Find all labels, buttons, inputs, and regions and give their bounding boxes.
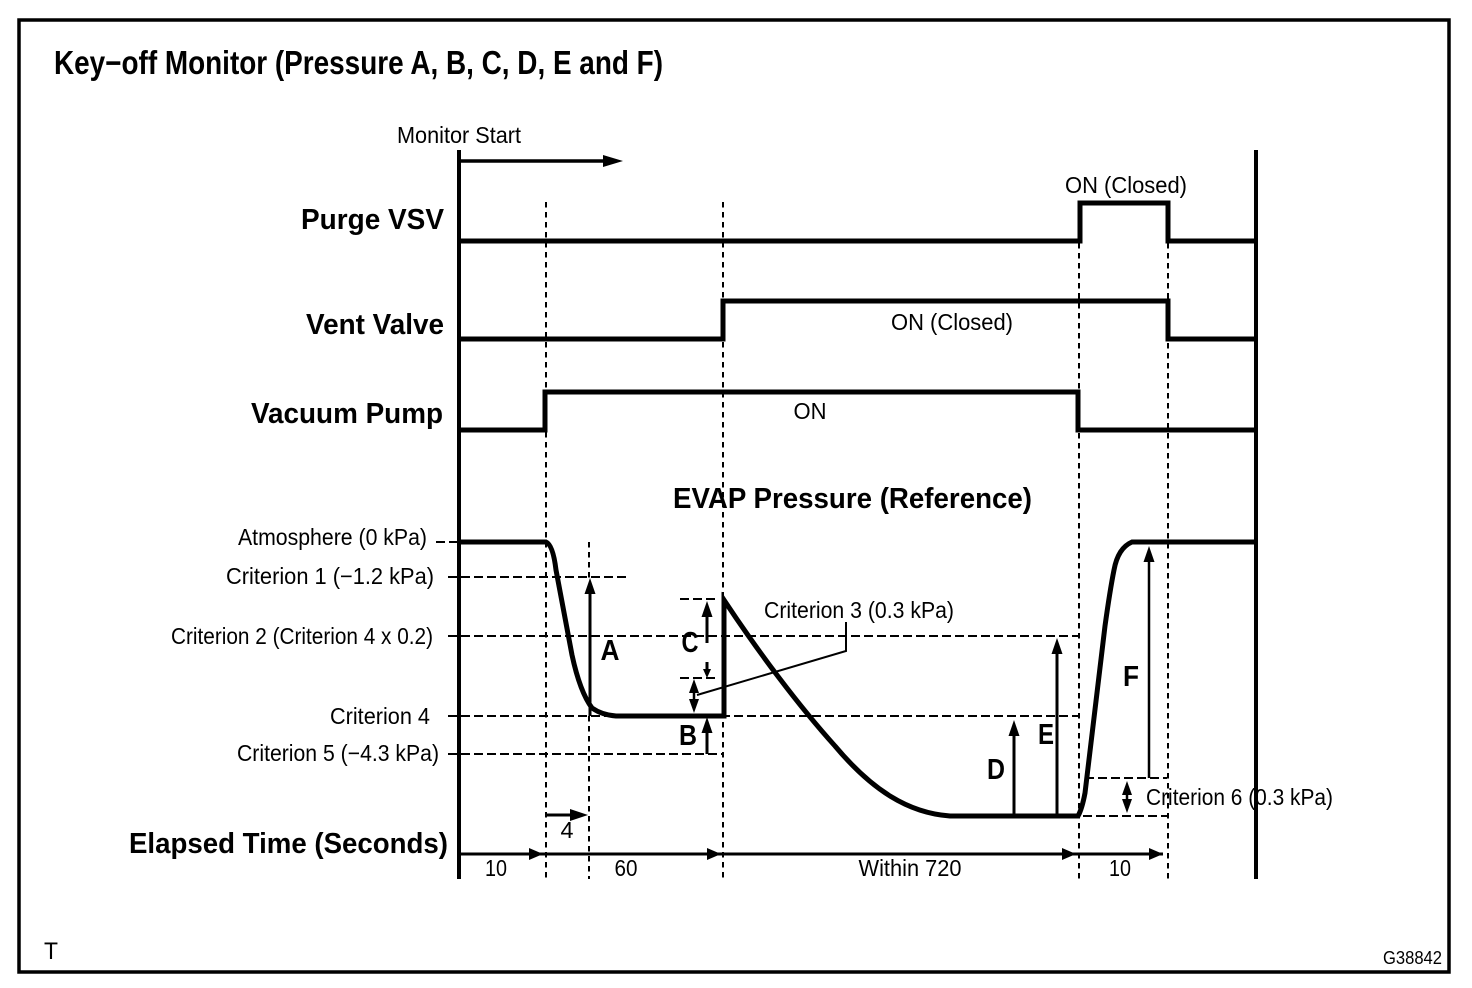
svg-text:Criterion 3 (0.3 kPa): Criterion 3 (0.3 kPa): [764, 597, 954, 623]
svg-text:EVAP Pressure (Reference): EVAP Pressure (Reference): [673, 483, 1032, 515]
svg-text:Monitor Start: Monitor Start: [397, 122, 522, 148]
svg-text:T: T: [44, 938, 58, 965]
svg-text:ON (Closed): ON (Closed): [1065, 172, 1187, 198]
svg-text:ON (Closed): ON (Closed): [891, 309, 1013, 335]
svg-text:Elapsed Time (Seconds): Elapsed Time (Seconds): [129, 828, 448, 860]
svg-text:Vacuum Pump: Vacuum Pump: [251, 398, 443, 430]
svg-text:Criterion 5 (−4.3 kPa): Criterion 5 (−4.3 kPa): [237, 740, 439, 766]
svg-text:Criterion 6 (0.3 kPa): Criterion 6 (0.3 kPa): [1146, 784, 1333, 810]
svg-text:E: E: [1038, 719, 1054, 751]
svg-text:B: B: [679, 720, 697, 752]
svg-text:F: F: [1123, 661, 1139, 693]
svg-text:10: 10: [485, 855, 507, 881]
svg-text:4: 4: [561, 817, 574, 843]
svg-text:G38842: G38842: [1383, 948, 1442, 968]
svg-text:Criterion 2 (Criterion 4 x 0.2: Criterion 2 (Criterion 4 x 0.2): [171, 623, 433, 649]
svg-text:ON: ON: [794, 398, 827, 424]
svg-text:Key−off Monitor (Pressure A, B: Key−off Monitor (Pressure A, B, C, D, E …: [54, 44, 663, 81]
svg-text:Atmosphere (0 kPa): Atmosphere (0 kPa): [238, 524, 427, 550]
svg-text:Criterion 1 (−1.2 kPa): Criterion 1 (−1.2 kPa): [226, 563, 434, 589]
svg-text:10: 10: [1109, 855, 1131, 881]
svg-text:C: C: [682, 627, 699, 659]
svg-text:60: 60: [615, 855, 638, 881]
svg-text:D: D: [987, 754, 1005, 786]
svg-text:Within 720: Within 720: [859, 855, 962, 881]
svg-text:Purge VSV: Purge VSV: [301, 204, 445, 236]
svg-text:Vent Valve: Vent Valve: [306, 309, 444, 341]
svg-text:Criterion 4: Criterion 4: [330, 703, 430, 729]
svg-text:A: A: [601, 635, 620, 667]
